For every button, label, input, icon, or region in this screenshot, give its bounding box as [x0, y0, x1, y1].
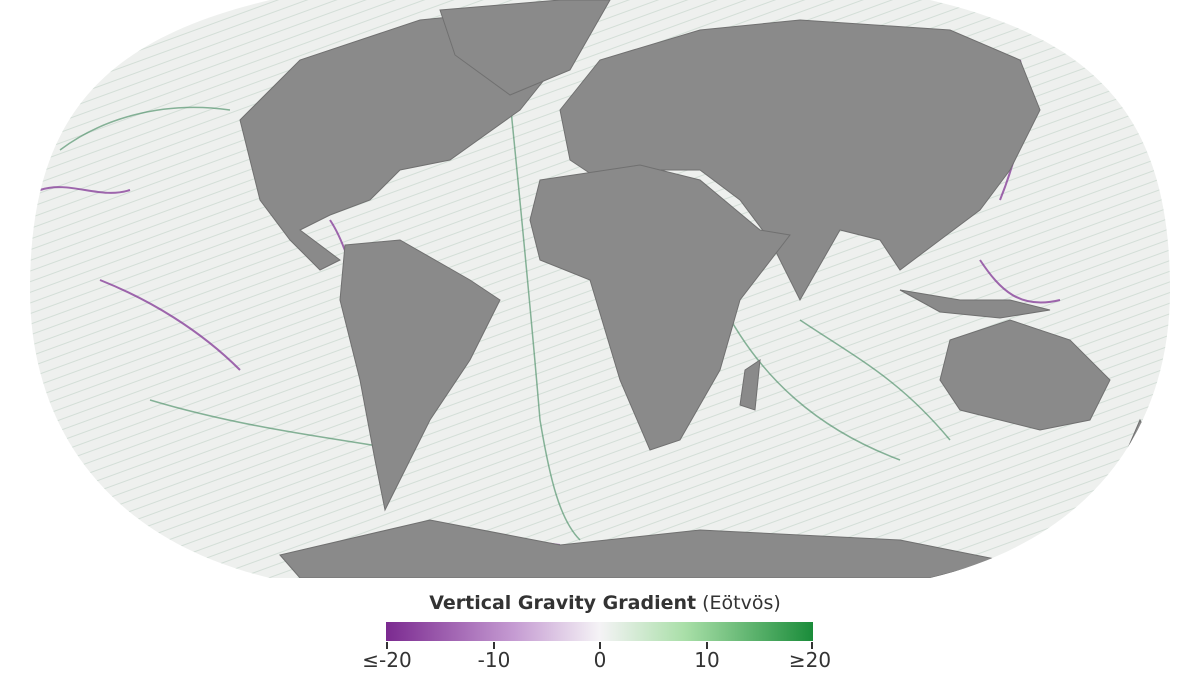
- color-legend: Vertical Gravity Gradient (Eötvös) ≤-20 …: [362, 592, 832, 672]
- tick-mark: [386, 642, 388, 649]
- legend-unit: (Eötvös): [702, 592, 781, 614]
- tick-label: -10: [477, 648, 511, 672]
- tick-mark: [706, 642, 708, 649]
- tick-label: 0: [593, 648, 607, 672]
- tick-mark: [811, 642, 813, 649]
- tick-mark: [599, 642, 601, 649]
- tick-mark: [493, 642, 495, 649]
- greenland: [439, 0, 611, 96]
- tick-label: ≤-20: [362, 648, 412, 672]
- legend-title: Vertical Gravity Gradient (Eötvös): [380, 592, 830, 614]
- antarctica: [279, 519, 1001, 578]
- gravity-ridges-positive: [59, 99, 951, 541]
- land: [239, 0, 1151, 578]
- africa: [529, 164, 791, 451]
- madagascar: [739, 358, 761, 411]
- legend-title-text: Vertical Gravity Gradient: [429, 592, 697, 614]
- indonesia: [899, 289, 1051, 319]
- tick-label: ≥20: [788, 648, 832, 672]
- australia: [939, 319, 1111, 431]
- color-scale-bar: [386, 622, 813, 641]
- south-america: [339, 239, 501, 512]
- world-gravity-map: [30, 0, 1170, 578]
- tick-label: 10: [694, 648, 720, 672]
